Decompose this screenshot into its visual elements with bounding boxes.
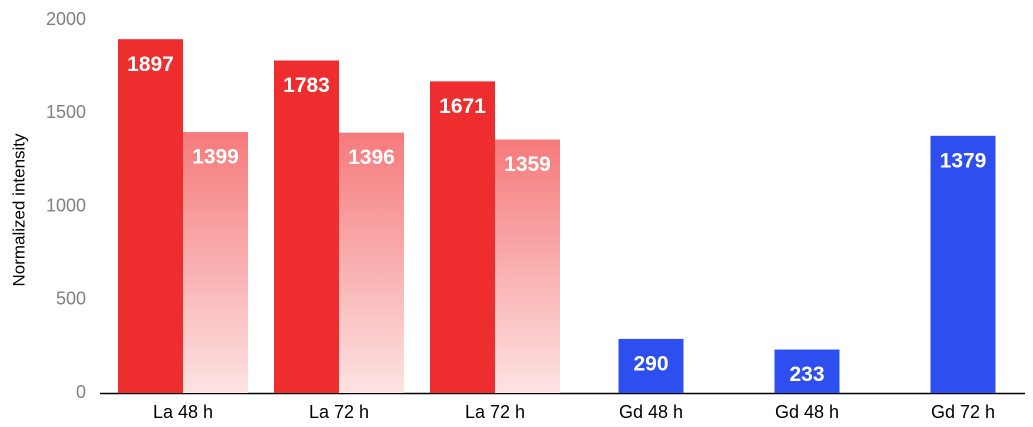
y-tick-label: 500 <box>56 289 86 309</box>
x-tick-label: Gd 48 h <box>775 402 839 422</box>
value-label: 1396 <box>348 146 395 169</box>
bar <box>618 338 684 393</box>
x-tick-label: La 72 h <box>309 402 369 422</box>
x-tick-label: Gd 48 h <box>619 402 683 422</box>
value-label: 290 <box>633 352 668 375</box>
y-tick-label: 1500 <box>46 102 86 122</box>
x-tick-label: La 72 h <box>465 402 525 422</box>
y-tick-label: 1000 <box>46 195 86 215</box>
bar <box>430 81 495 394</box>
value-label: 1359 <box>504 153 551 176</box>
bar <box>183 132 248 394</box>
x-tick-label: Gd 72 h <box>931 402 995 422</box>
bar <box>774 349 840 393</box>
value-label: 233 <box>789 363 824 386</box>
bar <box>339 132 404 393</box>
value-label: 1399 <box>192 146 239 169</box>
bar <box>118 39 183 393</box>
value-label: 1783 <box>283 74 330 97</box>
y-tick-label: 0 <box>76 382 86 402</box>
value-label: 1379 <box>940 149 987 172</box>
bar <box>930 135 996 393</box>
x-tick-label: La 48 h <box>153 402 213 422</box>
bar <box>495 139 560 393</box>
value-label: 1897 <box>127 53 174 76</box>
value-label: 1671 <box>439 95 486 118</box>
bar <box>274 60 339 394</box>
y-tick-label: 2000 <box>46 9 86 29</box>
y-axis-label: Normalized intensity <box>9 133 28 287</box>
